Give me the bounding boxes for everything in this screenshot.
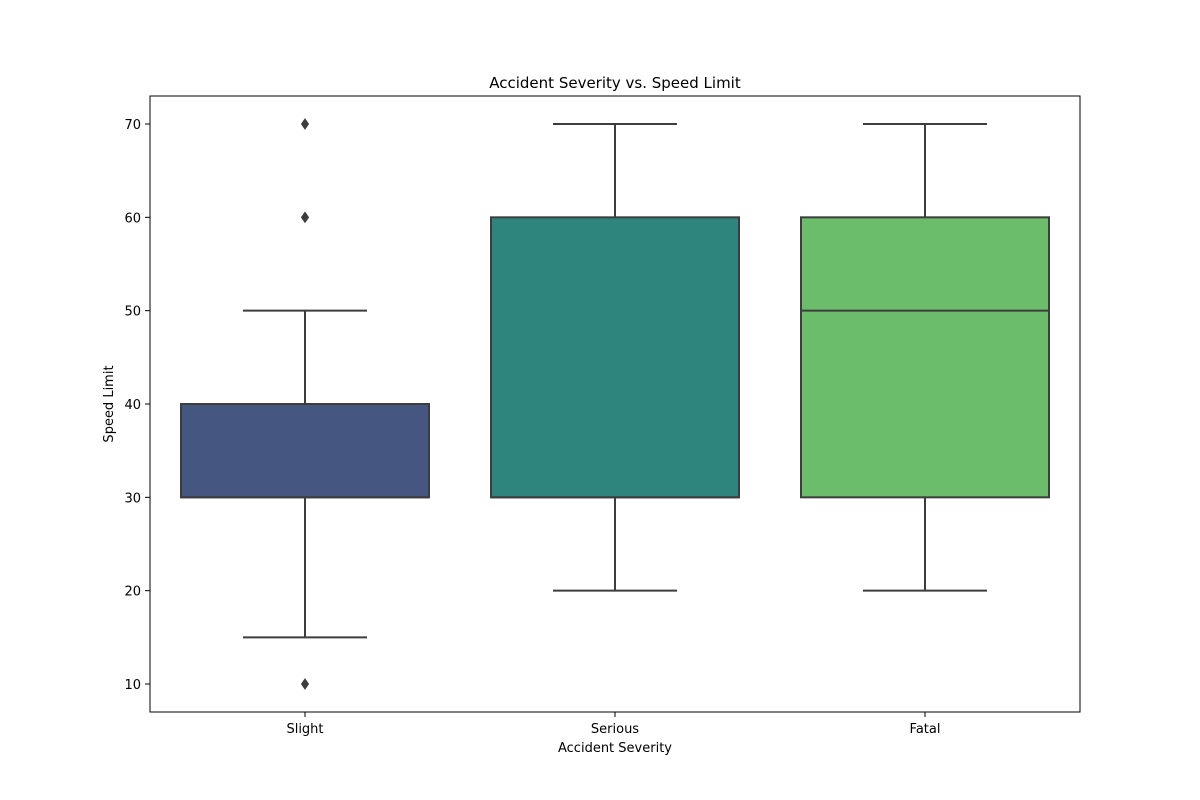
x-axis: Slight Serious Fatal [286, 712, 940, 737]
y-tick-label: 30 [124, 491, 141, 506]
y-tick-label: 40 [124, 398, 141, 413]
x-tick-label: Slight [286, 722, 323, 737]
outlier-point-slight [300, 211, 310, 224]
y-tick-label: 10 [124, 678, 141, 693]
chart-marks [180, 118, 1050, 690]
box-serious [490, 216, 740, 499]
x-tick-label: Serious [591, 722, 639, 737]
outlier-point-slight [300, 118, 310, 130]
y-tick-label: 60 [124, 211, 141, 226]
y-axis: 10 20 30 40 50 60 70 [124, 118, 150, 693]
box-group-fatal [800, 123, 1050, 592]
chart-title: Accident Severity vs. Speed Limit [489, 74, 741, 92]
x-axis-label: Accident Severity [558, 741, 672, 756]
box-slight [180, 403, 430, 499]
x-tick-label: Fatal [910, 722, 941, 737]
box-group-slight [180, 118, 430, 690]
y-tick-label: 20 [124, 585, 141, 600]
y-tick-label: 50 [124, 305, 141, 320]
y-tick-label: 70 [124, 118, 141, 133]
outlier-point-slight [300, 678, 310, 690]
box-fatal [800, 216, 1050, 499]
y-axis-label: Speed Limit [102, 365, 117, 442]
box-group-serious [490, 123, 740, 592]
